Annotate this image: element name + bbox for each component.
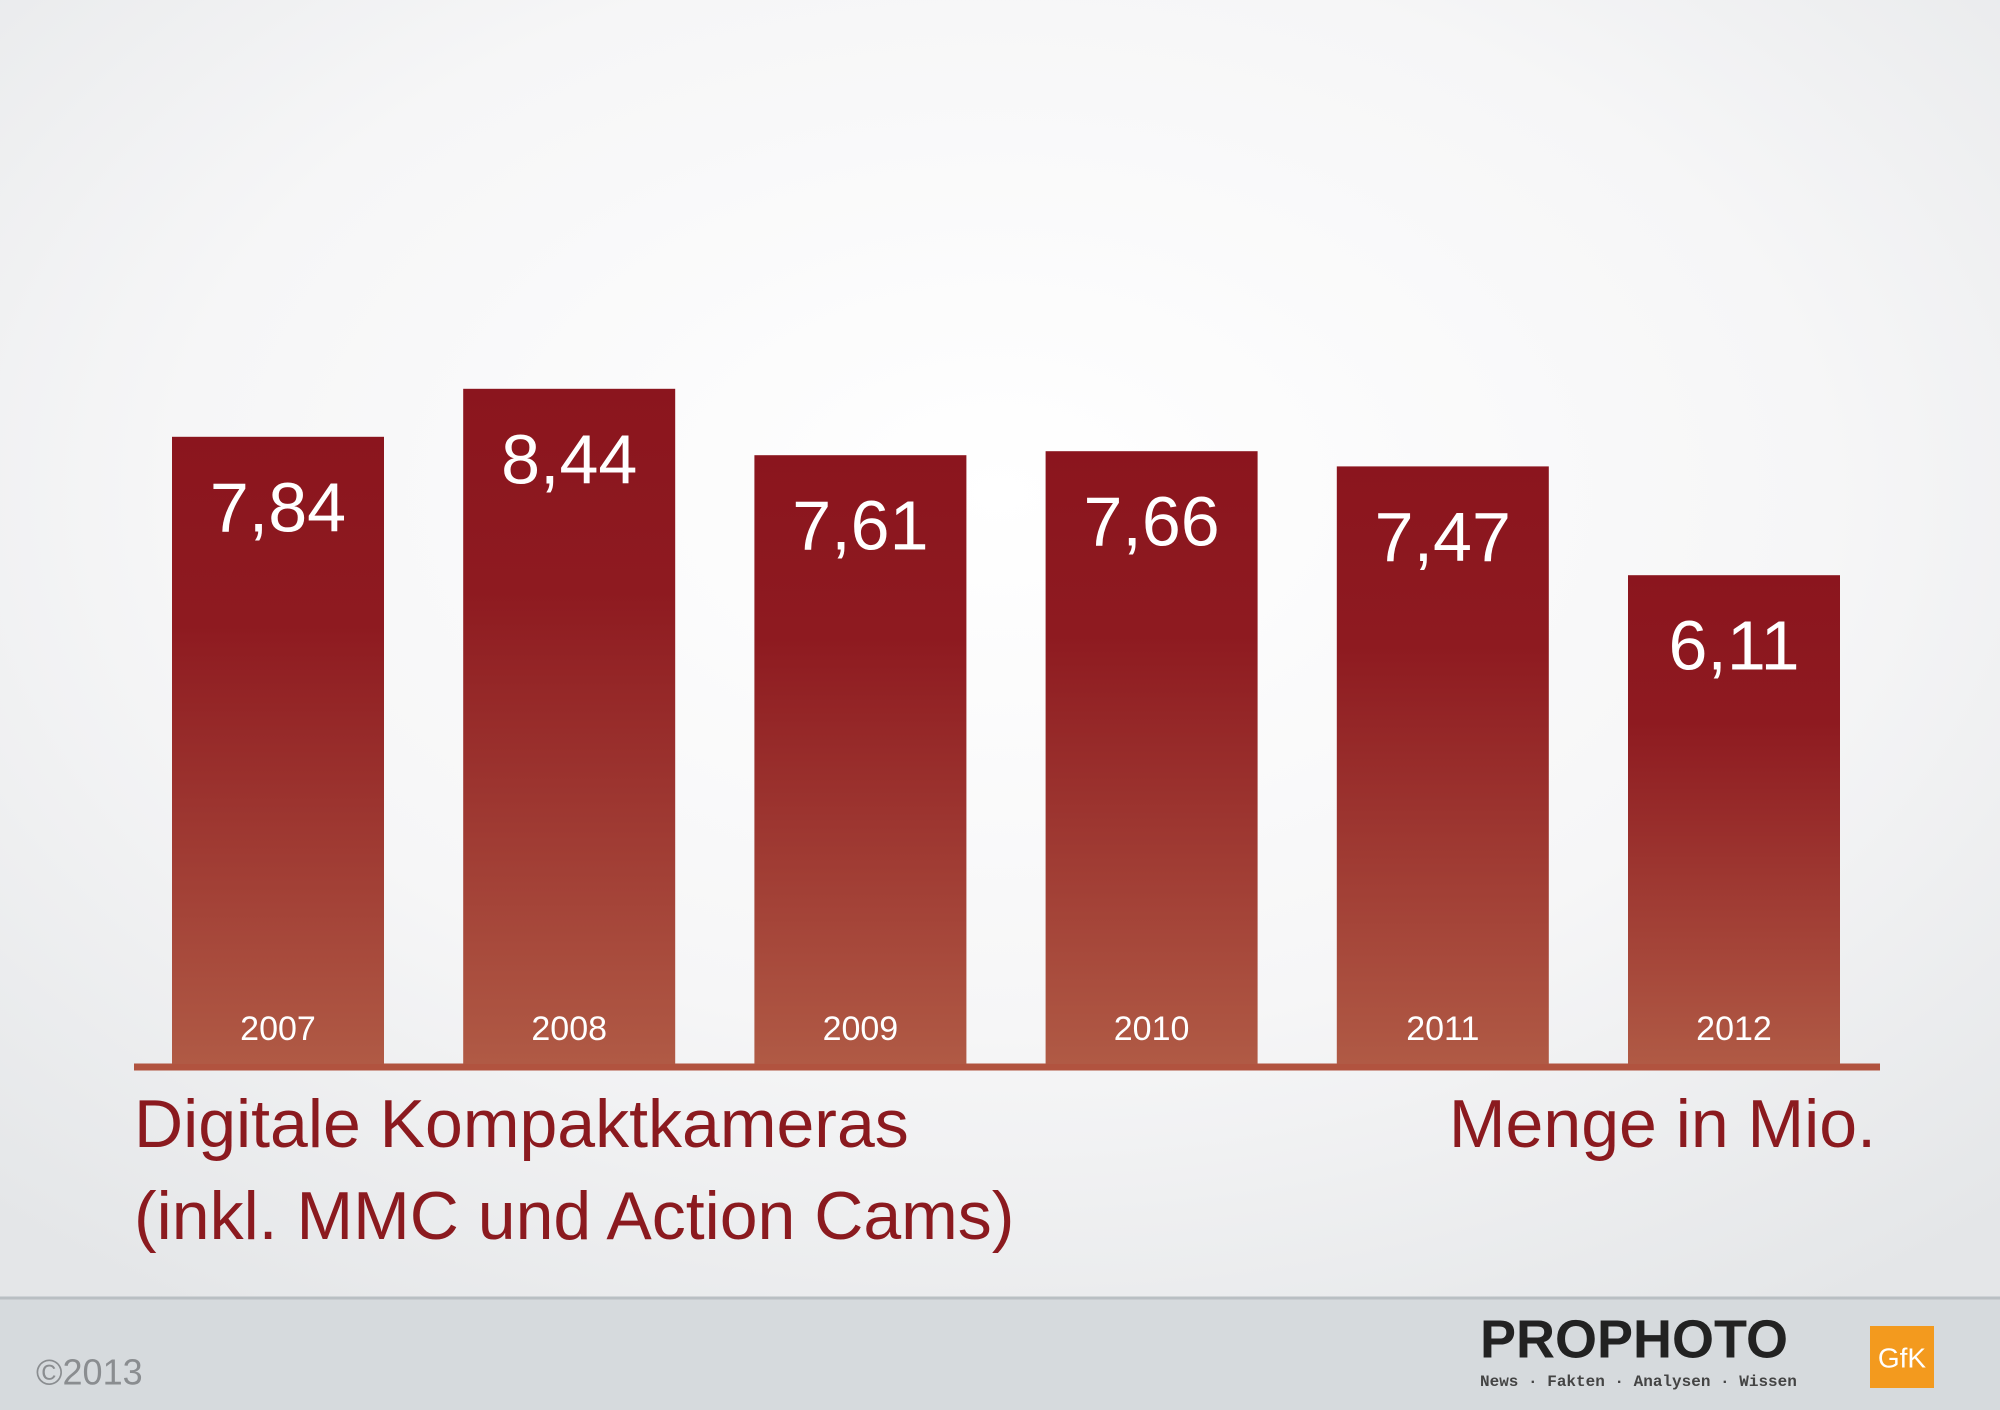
x-tick-label: 2012	[1696, 1010, 1772, 1048]
brand-tagline: News · Fakten · Analysen · Wissen	[1480, 1373, 1797, 1391]
x-tick-label: 2011	[1406, 1010, 1479, 1048]
copyright: ©2013	[36, 1352, 143, 1393]
partner-logo-box	[1870, 1326, 1934, 1388]
brand-logo: PROPHOTO	[1480, 1309, 1788, 1369]
bar	[1336, 466, 1549, 1064]
x-tick-label: 2009	[823, 1010, 899, 1048]
value-label: 7,84	[210, 468, 346, 546]
value-label: 7,66	[1083, 483, 1219, 561]
bar	[1628, 575, 1840, 1064]
bar	[754, 455, 967, 1064]
chart-title: Digitale Kompaktkameras	[134, 1086, 909, 1162]
x-tick-label: 2008	[531, 1010, 607, 1048]
unit-label: Menge in Mio.	[1449, 1086, 1876, 1162]
footer-band	[0, 1297, 2000, 1410]
value-label: 8,44	[501, 420, 637, 498]
value-label: 7,61	[792, 487, 928, 565]
bar	[172, 436, 384, 1064]
partner-logo: GfK	[1878, 1342, 1927, 1373]
x-tick-label: 2010	[1114, 1010, 1190, 1048]
bar	[1045, 451, 1258, 1064]
value-label: 7,47	[1375, 498, 1511, 576]
value-label: 6,11	[1668, 607, 1799, 685]
x-tick-label: 2007	[240, 1010, 316, 1048]
bar	[463, 388, 676, 1064]
chart-subtitle: (inkl. MMC und Action Cams)	[134, 1178, 1014, 1254]
